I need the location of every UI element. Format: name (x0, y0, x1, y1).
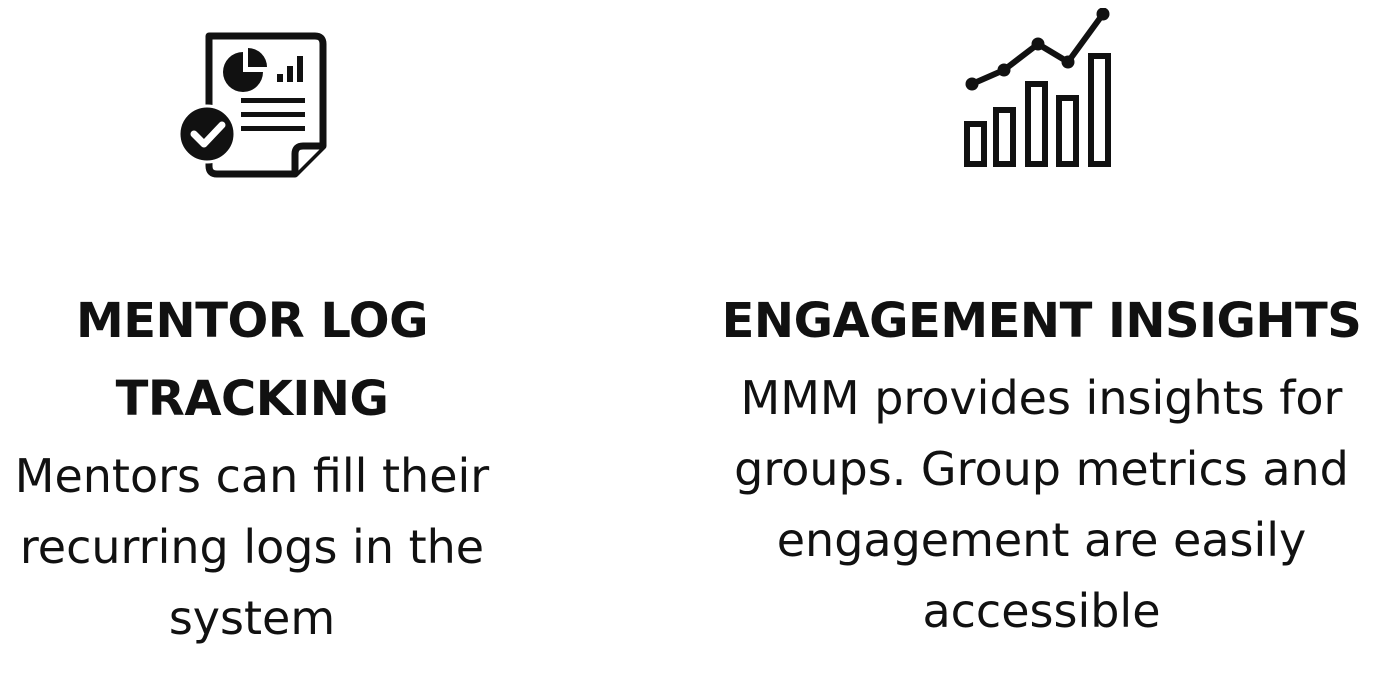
feature-description: MMM provides insights for groups. Group … (734, 371, 1349, 638)
feature-title: ENGAGEMENT INSIGHTS (721, 293, 1362, 349)
growth-chart-icon (963, 8, 1111, 167)
report-check-icon (177, 32, 327, 178)
feature-title: MENTOR LOG TRACKING (75, 293, 429, 427)
feature-description: Mentors can fill their recurring logs in… (14, 449, 490, 645)
feature-mentor-log-tracking: MENTOR LOG TRACKING Mentors can fill the… (0, 0, 504, 654)
feature-engagement-insights: ENGAGEMENT INSIGHTS MMM provides insight… (700, 0, 1383, 647)
